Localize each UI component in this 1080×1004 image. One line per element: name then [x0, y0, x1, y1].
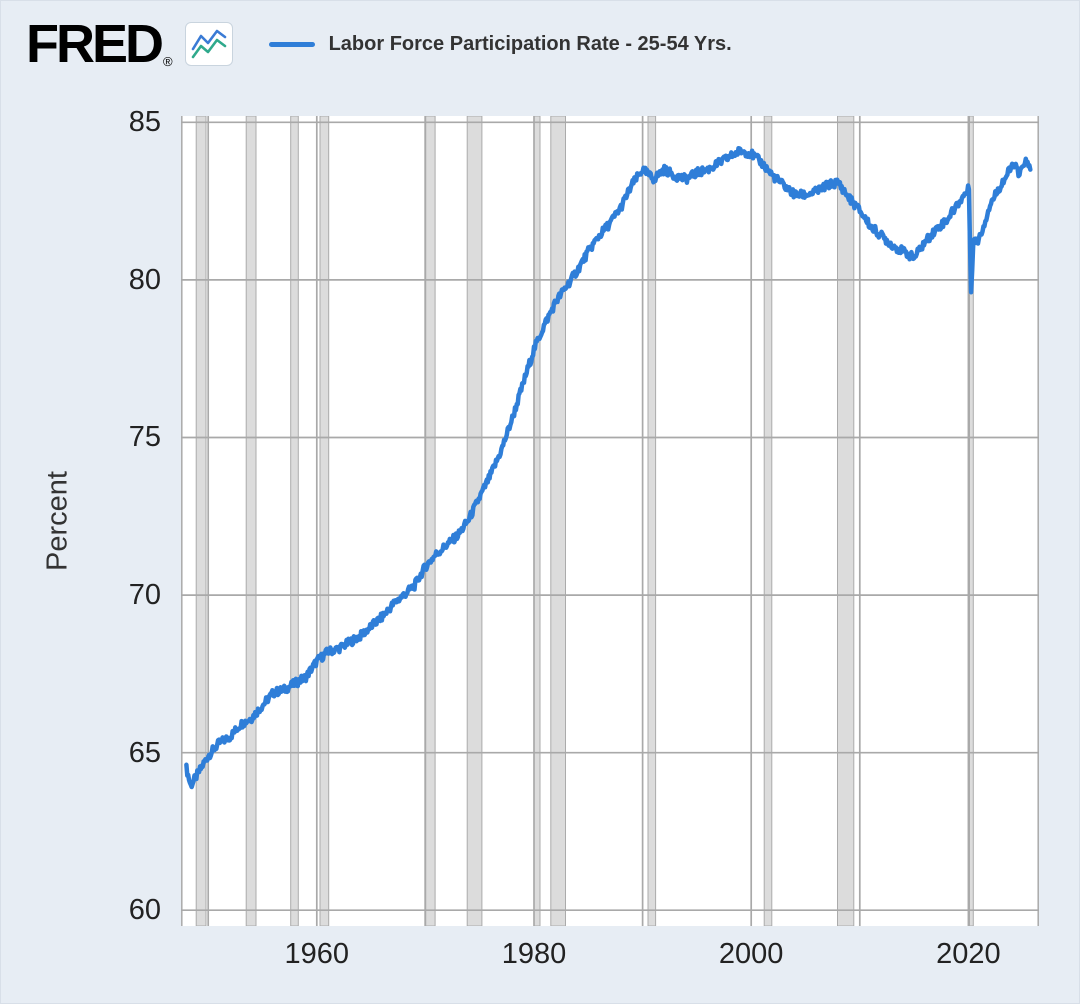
recession-band [245, 116, 257, 926]
legend-line-swatch [268, 41, 315, 47]
y-tick-label: 80 [128, 263, 161, 296]
y-tick-label: 65 [128, 736, 161, 769]
x-tick-label: 1980 [501, 938, 567, 970]
fred-logo: FRED ® [26, 17, 173, 71]
x-tick-label: 2020 [936, 938, 1001, 970]
fred-sparkline-icon [184, 22, 233, 66]
y-tick-label: 70 [128, 579, 161, 612]
recession-band [195, 116, 207, 926]
recession-band [763, 116, 773, 926]
y-tick-label: 60 [128, 894, 161, 927]
x-tick-label: 2000 [718, 938, 784, 970]
plot-background [181, 116, 1039, 926]
registered-mark: ® [163, 54, 173, 69]
y-axis-title: Percent [41, 471, 74, 571]
chart-header: FRED ® Labor Force Participation Rate - … [26, 17, 732, 71]
recession-band [837, 116, 855, 926]
fred-logo-text: FRED [26, 14, 164, 74]
recession-band [424, 116, 436, 926]
recession-band [969, 116, 974, 926]
y-tick-label: 85 [128, 106, 161, 139]
recession-band [319, 116, 330, 926]
recession-band [550, 116, 566, 926]
x-tick-label: 1960 [284, 938, 349, 970]
y-tick-label: 75 [128, 421, 161, 454]
sparkline-graphic [191, 29, 226, 59]
recession-band [647, 116, 657, 926]
plot-area [181, 116, 1039, 926]
legend-label: Labor Force Participation Rate - 25-54 Y… [328, 32, 732, 55]
legend: Labor Force Participation Rate - 25-54 Y… [268, 32, 732, 56]
series-line [184, 145, 1033, 790]
recession-band [290, 116, 299, 926]
recession-band [533, 116, 541, 926]
